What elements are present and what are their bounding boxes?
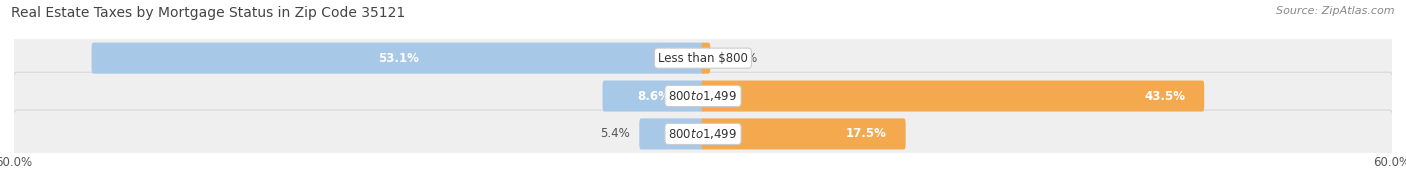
FancyBboxPatch shape (13, 110, 1393, 158)
Text: Less than $800: Less than $800 (658, 52, 748, 65)
Text: 0.49%: 0.49% (720, 52, 758, 65)
Text: Source: ZipAtlas.com: Source: ZipAtlas.com (1277, 6, 1395, 16)
Text: 17.5%: 17.5% (846, 127, 887, 140)
FancyBboxPatch shape (702, 43, 710, 74)
FancyBboxPatch shape (13, 34, 1393, 82)
Text: $800 to $1,499: $800 to $1,499 (668, 127, 738, 141)
FancyBboxPatch shape (603, 81, 704, 112)
FancyBboxPatch shape (702, 81, 1204, 112)
Text: $800 to $1,499: $800 to $1,499 (668, 89, 738, 103)
FancyBboxPatch shape (91, 43, 704, 74)
FancyBboxPatch shape (640, 118, 704, 150)
Text: 8.6%: 8.6% (637, 90, 671, 103)
Text: 43.5%: 43.5% (1144, 90, 1185, 103)
FancyBboxPatch shape (702, 118, 905, 150)
FancyBboxPatch shape (13, 72, 1393, 120)
Text: Real Estate Taxes by Mortgage Status in Zip Code 35121: Real Estate Taxes by Mortgage Status in … (11, 6, 405, 20)
Text: 53.1%: 53.1% (378, 52, 419, 65)
Text: 5.4%: 5.4% (600, 127, 630, 140)
